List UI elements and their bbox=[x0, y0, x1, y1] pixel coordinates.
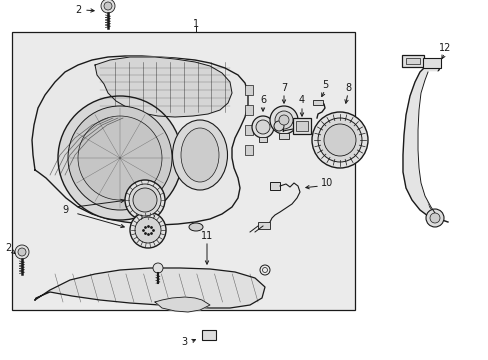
Text: 11: 11 bbox=[201, 231, 213, 241]
Circle shape bbox=[15, 245, 29, 259]
Text: 12: 12 bbox=[438, 43, 450, 53]
Ellipse shape bbox=[172, 120, 227, 190]
Text: 8: 8 bbox=[344, 83, 350, 93]
Bar bbox=[269, 182, 280, 190]
Circle shape bbox=[311, 112, 367, 168]
Circle shape bbox=[274, 111, 292, 129]
Text: 10: 10 bbox=[320, 178, 332, 188]
Circle shape bbox=[104, 2, 112, 10]
Circle shape bbox=[129, 184, 161, 216]
Circle shape bbox=[153, 263, 163, 273]
Circle shape bbox=[58, 96, 182, 220]
Text: 9: 9 bbox=[62, 205, 68, 215]
Text: 2: 2 bbox=[75, 5, 81, 15]
Circle shape bbox=[125, 180, 164, 220]
Bar bbox=[405, 58, 419, 64]
Circle shape bbox=[429, 213, 439, 223]
Text: 1: 1 bbox=[193, 19, 199, 29]
Circle shape bbox=[273, 121, 284, 131]
Circle shape bbox=[78, 116, 162, 200]
Bar bbox=[12, 32, 354, 310]
Circle shape bbox=[251, 116, 273, 138]
Text: 6: 6 bbox=[260, 95, 265, 105]
Circle shape bbox=[279, 115, 288, 125]
Circle shape bbox=[68, 106, 172, 210]
Bar bbox=[202, 330, 216, 340]
Bar bbox=[244, 125, 252, 135]
Polygon shape bbox=[417, 72, 439, 213]
Bar bbox=[259, 137, 266, 142]
Text: 2: 2 bbox=[5, 243, 11, 253]
Bar bbox=[244, 105, 252, 115]
Bar bbox=[401, 55, 423, 67]
Circle shape bbox=[425, 209, 443, 227]
Circle shape bbox=[317, 118, 361, 162]
Text: 7: 7 bbox=[280, 83, 286, 93]
Circle shape bbox=[269, 106, 297, 134]
Bar bbox=[244, 145, 252, 155]
Bar bbox=[422, 58, 440, 68]
Bar bbox=[312, 100, 323, 105]
Bar bbox=[279, 133, 288, 139]
Text: 3: 3 bbox=[181, 337, 187, 347]
Polygon shape bbox=[95, 57, 231, 117]
Bar bbox=[258, 222, 269, 229]
Bar bbox=[292, 118, 310, 134]
Bar bbox=[244, 85, 252, 95]
Circle shape bbox=[133, 188, 157, 212]
Polygon shape bbox=[155, 297, 209, 312]
Ellipse shape bbox=[181, 128, 219, 182]
Circle shape bbox=[101, 0, 115, 13]
Ellipse shape bbox=[189, 223, 203, 231]
Bar bbox=[295, 121, 307, 131]
Circle shape bbox=[256, 120, 269, 134]
Polygon shape bbox=[35, 268, 264, 308]
Text: 4: 4 bbox=[298, 95, 305, 105]
Circle shape bbox=[324, 124, 355, 156]
Circle shape bbox=[18, 248, 26, 256]
Circle shape bbox=[135, 217, 161, 243]
Polygon shape bbox=[402, 68, 447, 222]
Polygon shape bbox=[32, 56, 247, 225]
Circle shape bbox=[130, 212, 165, 248]
Text: 5: 5 bbox=[321, 80, 327, 90]
